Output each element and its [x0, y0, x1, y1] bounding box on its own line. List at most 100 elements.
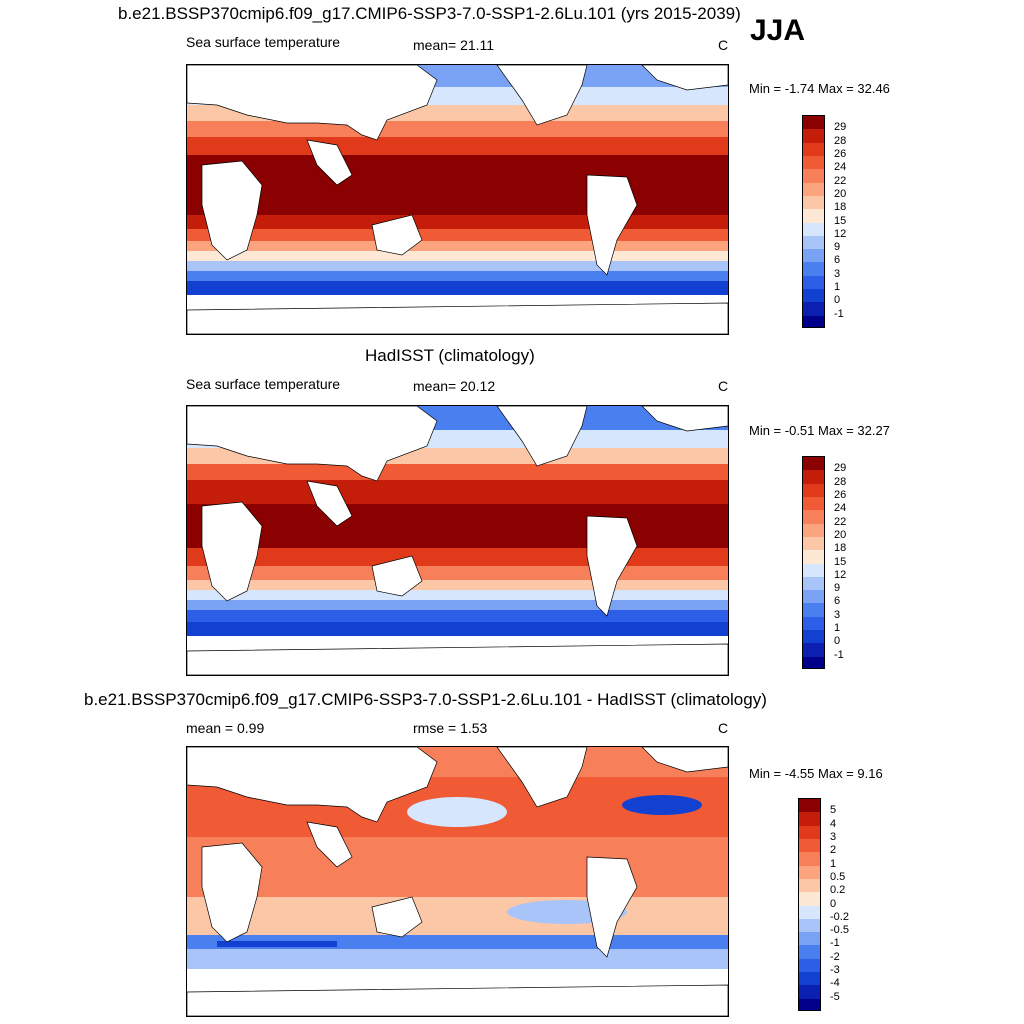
- colorbar-segment: [803, 182, 824, 196]
- colorbar-tick-label: 20: [834, 187, 847, 200]
- colorbar-tick-label: -1: [834, 307, 844, 320]
- colorbar-tick-label: 15: [834, 214, 847, 227]
- colorbar-tick-label: 1: [834, 622, 841, 635]
- colorbar-tick-label: 3: [834, 267, 841, 280]
- colorbar-tick-label: -1: [834, 648, 844, 661]
- colorbar-segment: [803, 616, 824, 631]
- panel-3-rmse-label: rmse = 1.53: [413, 720, 488, 736]
- colorbar-segment: [803, 550, 824, 564]
- colorbar-tick-label: -0.2: [830, 910, 849, 923]
- colorbar-segment: [803, 496, 824, 511]
- colorbar-segment: [799, 878, 820, 893]
- colorbar-segment: [803, 523, 824, 537]
- colorbar-segment: [803, 483, 824, 497]
- colorbar-segment: [803, 563, 824, 577]
- panel-1-variable-label: Sea surface temperature: [186, 34, 341, 50]
- panel-3-colorbar-boxes: [798, 798, 821, 1011]
- panel-1-units-label: C: [718, 37, 729, 53]
- colorbar-tick-label: 3: [834, 608, 841, 621]
- panel-1-map: [186, 64, 729, 335]
- panel-2-mean-label: mean= 20.12: [413, 378, 496, 394]
- colorbar-tick-label: 6: [834, 254, 841, 267]
- colorbar-segment: [799, 865, 820, 879]
- panel-2-sst-field: [187, 406, 728, 675]
- colorbar-segment: [803, 222, 824, 236]
- colorbar-tick-label: -2: [830, 950, 840, 963]
- colorbar-tick-label: 1: [830, 857, 837, 870]
- colorbar-segment: [799, 852, 820, 866]
- panel-1-sst-field: [187, 65, 728, 334]
- colorbar-segment: [803, 129, 824, 143]
- colorbar-segment: [799, 972, 820, 986]
- colorbar-tick-label: 0.5: [830, 870, 846, 883]
- colorbar-segment: [803, 116, 824, 130]
- colorbar-tick-label: 26: [834, 147, 847, 160]
- colorbar-segment: [803, 169, 824, 183]
- colorbar-tick-label: 6: [834, 595, 841, 608]
- colorbar-tick-label: 22: [834, 515, 847, 528]
- colorbar-tick-label: 3: [830, 830, 837, 843]
- colorbar-tick-label: -3: [830, 964, 840, 977]
- colorbar-segment: [799, 812, 820, 826]
- colorbar-tick-label: -1: [830, 937, 840, 950]
- colorbar-segment: [803, 315, 824, 327]
- colorbar-tick-label: 29: [834, 462, 847, 475]
- colorbar-tick-label: 18: [834, 542, 847, 555]
- colorbar-tick-label: 26: [834, 488, 847, 501]
- colorbar-segment: [799, 799, 820, 813]
- colorbar-tick-label: 18: [834, 201, 847, 214]
- panel-2-units-label: C: [718, 378, 729, 394]
- panel-1-minmax-label: Min = -1.74 Max = 32.46: [749, 81, 890, 96]
- panel-2-title: HadISST (climatology): [365, 346, 535, 365]
- colorbar-segment: [799, 998, 820, 1010]
- colorbar-tick-label: 9: [834, 241, 841, 254]
- colorbar-tick-label: 29: [834, 121, 847, 134]
- colorbar-tick-label: 2: [830, 844, 837, 857]
- colorbar-segment: [803, 590, 824, 604]
- panel-1-mean-label: mean= 21.11: [413, 37, 495, 53]
- panel-1-colorbar-boxes: [802, 115, 825, 328]
- colorbar-segment: [803, 195, 824, 210]
- panel-2-variable-label: Sea surface temperature: [186, 376, 341, 392]
- colorbar-tick-label: 28: [834, 475, 847, 488]
- colorbar-tick-label: 4: [830, 817, 837, 830]
- colorbar-segment: [803, 457, 824, 471]
- colorbar-segment: [799, 945, 820, 959]
- colorbar-segment: [803, 249, 824, 263]
- colorbar-segment: [799, 892, 820, 906]
- panel-3-difference-field: [187, 747, 728, 1016]
- colorbar-segment: [803, 302, 824, 316]
- colorbar-segment: [799, 985, 820, 999]
- colorbar-tick-label: 0.2: [830, 884, 846, 897]
- colorbar-tick-label: -5: [830, 990, 840, 1003]
- colorbar-segment: [803, 235, 824, 250]
- colorbar-tick-label: 24: [834, 502, 847, 515]
- panel-3-map: [186, 746, 729, 1017]
- colorbar-tick-label: 12: [834, 227, 847, 240]
- colorbar-tick-label: 15: [834, 555, 847, 568]
- colorbar-segment: [803, 656, 824, 668]
- colorbar-tick-label: -0.5: [830, 924, 849, 937]
- colorbar-segment: [799, 932, 820, 946]
- colorbar-tick-label: 24: [834, 161, 847, 174]
- panel-1-title: b.e21.BSSP370cmip6.f09_g17.CMIP6-SSP3-7.…: [118, 4, 741, 23]
- colorbar-segment: [803, 643, 824, 657]
- panel-2-minmax-label: Min = -0.51 Max = 32.27: [749, 423, 890, 438]
- colorbar-tick-label: 1: [834, 281, 841, 294]
- colorbar-segment: [803, 275, 824, 290]
- panel-3-minmax-label: Min = -4.55 Max = 9.16: [749, 766, 883, 781]
- colorbar-tick-label: 20: [834, 528, 847, 541]
- colorbar-tick-label: 9: [834, 582, 841, 595]
- colorbar-segment: [799, 918, 820, 933]
- colorbar-segment: [803, 142, 824, 156]
- colorbar-segment: [803, 603, 824, 617]
- colorbar-tick-label: 0: [834, 294, 841, 307]
- panel-2-map: [186, 405, 729, 676]
- colorbar-segment: [799, 825, 820, 839]
- colorbar-tick-label: 12: [834, 568, 847, 581]
- panel-2-colorbar-boxes: [802, 456, 825, 669]
- colorbar-segment: [803, 510, 824, 524]
- colorbar-tick-label: 0: [834, 635, 841, 648]
- panel-3-units-label: C: [718, 720, 729, 736]
- colorbar-segment: [799, 905, 820, 919]
